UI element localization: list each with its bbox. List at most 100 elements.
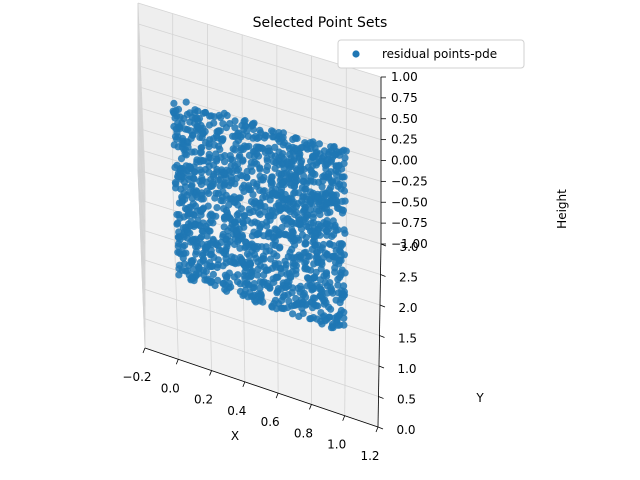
data-point xyxy=(173,220,181,228)
data-point xyxy=(260,187,268,195)
data-point xyxy=(317,309,325,317)
data-point xyxy=(274,260,282,268)
data-point xyxy=(172,184,180,192)
data-point xyxy=(209,172,218,180)
data-point xyxy=(268,302,276,310)
y-tick-mark xyxy=(379,335,385,338)
data-point xyxy=(209,235,217,243)
data-point xyxy=(307,206,315,214)
data-point xyxy=(222,247,230,255)
data-point xyxy=(335,240,343,248)
data-point xyxy=(199,205,207,213)
data-point xyxy=(186,109,194,117)
data-point xyxy=(269,133,277,141)
data-point xyxy=(332,246,340,255)
z-tick-label: 0.25 xyxy=(391,133,418,147)
data-point xyxy=(172,106,180,114)
grid-line-z-left xyxy=(137,23,146,202)
data-point xyxy=(309,169,317,178)
data-point xyxy=(219,120,227,128)
data-point xyxy=(290,157,298,165)
data-point xyxy=(297,167,305,175)
data-point xyxy=(223,111,231,120)
data-point xyxy=(213,204,221,212)
data-point xyxy=(203,276,211,284)
data-point xyxy=(226,120,234,128)
data-point xyxy=(175,239,183,248)
data-point xyxy=(338,165,346,173)
data-point xyxy=(309,285,317,293)
data-point xyxy=(254,152,263,160)
z-tick-label: −0.50 xyxy=(391,195,428,209)
x-tick-label: 0.4 xyxy=(227,404,246,418)
y-tick-label: 1.0 xyxy=(397,362,416,376)
data-point xyxy=(306,139,314,147)
data-point xyxy=(182,98,190,106)
data-point xyxy=(291,144,300,152)
data-point xyxy=(237,205,246,213)
data-point xyxy=(230,240,239,249)
data-point xyxy=(195,264,203,272)
data-point xyxy=(300,206,308,215)
data-point xyxy=(341,197,349,205)
data-point xyxy=(263,157,271,165)
data-point xyxy=(249,179,258,187)
z-axis-label: Height xyxy=(555,189,569,229)
data-point xyxy=(318,320,326,328)
data-point xyxy=(232,140,240,148)
grid-line-z-left xyxy=(137,149,146,328)
data-point xyxy=(267,151,276,159)
data-point xyxy=(191,148,199,156)
data-point xyxy=(333,171,341,179)
data-point xyxy=(306,198,315,206)
data-point xyxy=(201,128,209,136)
data-point xyxy=(303,274,312,282)
data-point xyxy=(239,157,247,165)
data-point xyxy=(216,127,224,135)
data-point xyxy=(325,170,333,178)
z-tick-label: 0.75 xyxy=(391,91,418,105)
tick-marks xyxy=(142,76,387,433)
data-point xyxy=(206,262,214,271)
data-point xyxy=(331,151,339,159)
data-point xyxy=(201,165,210,174)
data-point xyxy=(286,150,294,158)
data-point xyxy=(185,162,193,170)
data-point xyxy=(286,273,294,281)
data-point xyxy=(244,293,252,301)
data-point xyxy=(202,139,210,147)
data-point xyxy=(320,147,328,155)
data-point xyxy=(180,178,189,186)
data-point xyxy=(262,193,270,201)
data-point xyxy=(310,178,318,186)
data-point xyxy=(285,297,293,305)
data-point xyxy=(225,279,233,287)
data-point xyxy=(222,236,230,244)
data-point xyxy=(275,169,283,178)
data-point xyxy=(186,188,194,196)
data-point xyxy=(296,255,304,263)
data-point xyxy=(268,179,276,187)
data-point xyxy=(303,265,311,273)
data-point xyxy=(188,194,196,202)
data-point xyxy=(182,249,190,257)
data-point xyxy=(191,220,199,228)
data-point xyxy=(316,211,324,219)
y-tick-mark xyxy=(378,365,385,369)
data-point xyxy=(205,189,213,197)
data-point xyxy=(341,269,349,277)
data-point xyxy=(189,256,197,264)
data-point xyxy=(241,238,249,246)
data-point xyxy=(193,158,201,166)
grid-line-z-back xyxy=(137,44,382,120)
x-tick-label: 0.8 xyxy=(294,426,313,440)
z-tick-label: 1.00 xyxy=(391,70,418,84)
data-point xyxy=(253,160,261,168)
data-point xyxy=(209,270,217,278)
data-point xyxy=(233,227,241,235)
x-tick-label: 1.2 xyxy=(360,449,379,463)
data-point xyxy=(277,269,285,277)
data-point xyxy=(231,133,239,141)
data-point xyxy=(207,112,215,120)
data-point xyxy=(236,194,244,202)
